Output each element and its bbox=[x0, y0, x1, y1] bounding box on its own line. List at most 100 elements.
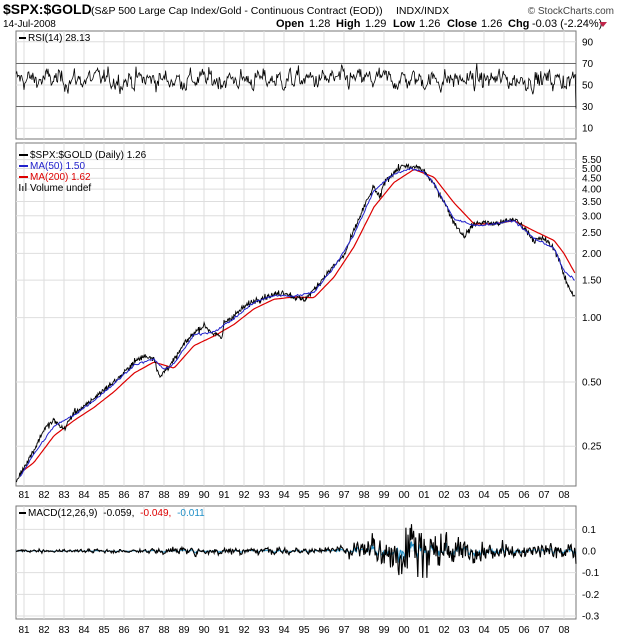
ohlc-readout: Open 1.28 High 1.29 Low 1.26 Close 1.26 … bbox=[276, 18, 602, 30]
price-tick-label: 4.50 bbox=[582, 174, 602, 185]
x-tick-label: 03 bbox=[458, 625, 470, 636]
x-tick-label: 00 bbox=[398, 625, 410, 636]
x-tick-label: 02 bbox=[438, 490, 450, 501]
price-tick-label: 2.50 bbox=[582, 228, 602, 239]
macd-line bbox=[15, 524, 577, 578]
x-tick-label: 84 bbox=[78, 625, 90, 636]
x-tick-label: 87 bbox=[138, 625, 150, 636]
macd-legend-signal: -0.049, bbox=[140, 508, 171, 519]
legend-price: $SPX:$GOLD (Daily) 1.26 bbox=[30, 150, 147, 161]
macd-legend-prefix: MACD(12,26,9) bbox=[28, 508, 97, 519]
macd-ticks: 0.1 0.0 -0.1 -0.2 -0.3 bbox=[582, 525, 600, 623]
rsi-tick-label: 90 bbox=[582, 37, 594, 48]
x-tick-label: 85 bbox=[98, 490, 110, 501]
x-tick-label: 98 bbox=[358, 625, 370, 636]
x-tick-label: 92 bbox=[238, 490, 250, 501]
x-tick-label: 07 bbox=[538, 625, 550, 636]
macd-legend-hist: -0.011 bbox=[177, 508, 205, 519]
exchange-label: INDX/INDX bbox=[396, 5, 449, 17]
macd-legend: MACD(12,26,9) -0.059, -0.049, -0.011 bbox=[28, 508, 205, 519]
x-tick-label: 98 bbox=[358, 490, 370, 501]
rsi-panel: 90 70 50 30 10 RSI(14) 28.13 bbox=[15, 30, 594, 140]
x-tick-label: 03 bbox=[458, 490, 470, 501]
legend-swatch-price bbox=[19, 154, 28, 156]
rsi-tick-label: 10 bbox=[582, 124, 594, 135]
x-tick-label: 91 bbox=[218, 625, 230, 636]
x-tick-label: 05 bbox=[498, 490, 510, 501]
high-label: High bbox=[336, 18, 361, 30]
macd-tick-label: 0.0 bbox=[582, 547, 596, 558]
x-tick-label: 99 bbox=[378, 490, 390, 501]
x-tick-label: 01 bbox=[418, 625, 430, 636]
close-value: 1.26 bbox=[481, 18, 502, 30]
x-tick-label: 82 bbox=[38, 490, 50, 501]
legend-swatch-ma200 bbox=[19, 176, 28, 178]
x-tick-label: 88 bbox=[158, 490, 170, 501]
x-tick-label: 04 bbox=[478, 490, 490, 501]
x-tick-label: 07 bbox=[538, 490, 550, 501]
x-tick-label: 04 bbox=[478, 625, 490, 636]
legend-volume: Volume undef bbox=[30, 183, 91, 194]
legend-ma200: MA(200) 1.62 bbox=[30, 172, 91, 183]
rsi-legend: RSI(14) 28.13 bbox=[28, 33, 91, 44]
x-tick-label: 81 bbox=[18, 490, 30, 501]
x-tick-label: 92 bbox=[238, 625, 250, 636]
macd-tick-label: -0.1 bbox=[582, 568, 600, 579]
watermark: © StockCharts.com bbox=[528, 6, 614, 17]
x-tick-label: 99 bbox=[378, 625, 390, 636]
down-arrow-icon bbox=[599, 22, 607, 27]
low-value: 1.26 bbox=[419, 18, 440, 30]
x-tick-label: 82 bbox=[38, 625, 50, 636]
x-tick-label: 08 bbox=[558, 625, 570, 636]
macd-frame bbox=[15, 505, 577, 620]
rsi-ticks: 90 70 50 30 10 bbox=[582, 37, 594, 134]
price-ticks: 5.505.004.504.003.50 3.00 2.50 2.00 1.50 1.00… bbox=[582, 155, 602, 453]
x-tick-label: 91 bbox=[218, 490, 230, 501]
price-tick-label: 1.00 bbox=[582, 313, 602, 324]
price-tick-label: 5.00 bbox=[582, 164, 602, 175]
x-tick-label: 95 bbox=[298, 625, 310, 636]
x-tick-label: 90 bbox=[198, 490, 210, 501]
price-tick-label: 0.25 bbox=[582, 442, 602, 453]
price-frame bbox=[15, 142, 577, 487]
x-tick-label: 93 bbox=[258, 490, 270, 501]
x-tick-label: 96 bbox=[318, 490, 330, 501]
macd-panel: 0.1 0.0 -0.1 -0.2 -0.3 MACD(12,26,9) -0.059,… bbox=[15, 505, 600, 623]
price-grid bbox=[16, 143, 576, 486]
x-tick-label: 01 bbox=[418, 490, 430, 501]
x-tick-label: 97 bbox=[338, 490, 350, 501]
volume-icon bbox=[19, 183, 27, 191]
chg-label: Chg bbox=[508, 18, 529, 30]
x-tick-label: 87 bbox=[138, 490, 150, 501]
x-tick-label: 06 bbox=[518, 625, 530, 636]
low-label: Low bbox=[393, 18, 415, 30]
x-tick-label: 00 bbox=[398, 490, 410, 501]
date-label: 14-Jul-2008 bbox=[3, 19, 56, 30]
rsi-tick-label: 70 bbox=[582, 59, 594, 70]
rsi-tick-label: 50 bbox=[582, 81, 594, 92]
price-tick-label: 3.50 bbox=[582, 197, 602, 208]
macd-tick-label: -0.3 bbox=[582, 612, 600, 623]
legend-ma50: MA(50) 1.50 bbox=[30, 161, 85, 172]
rsi-tick-label: 30 bbox=[582, 102, 594, 113]
x-tick-label: 93 bbox=[258, 625, 270, 636]
x-tick-label: 94 bbox=[278, 625, 290, 636]
x-tick-label: 96 bbox=[318, 625, 330, 636]
macd-tick-label: 0.1 bbox=[582, 525, 596, 536]
x-tick-label: 86 bbox=[118, 625, 130, 636]
x-tick-label: 90 bbox=[198, 625, 210, 636]
price-tick-label: 3.00 bbox=[582, 211, 602, 222]
x-tick-label: 89 bbox=[178, 625, 190, 636]
x-tick-label: 05 bbox=[498, 625, 510, 636]
x-tick-label: 83 bbox=[58, 625, 70, 636]
open-value: 1.28 bbox=[309, 18, 330, 30]
x-tick-label: 89 bbox=[178, 490, 190, 501]
price-line bbox=[15, 162, 576, 483]
open-label: Open bbox=[276, 18, 304, 30]
x-tick-label: 81 bbox=[18, 625, 30, 636]
macd-legend-macd: -0.059, bbox=[103, 508, 134, 519]
price-tick-label: 1.50 bbox=[582, 276, 602, 287]
legend-swatch-ma50 bbox=[19, 165, 28, 167]
x-axis-middle: 81 82 83 84 85 86 87 88 89 90 91 92 93 94 95 96 97 98 99 00… bbox=[18, 490, 570, 501]
